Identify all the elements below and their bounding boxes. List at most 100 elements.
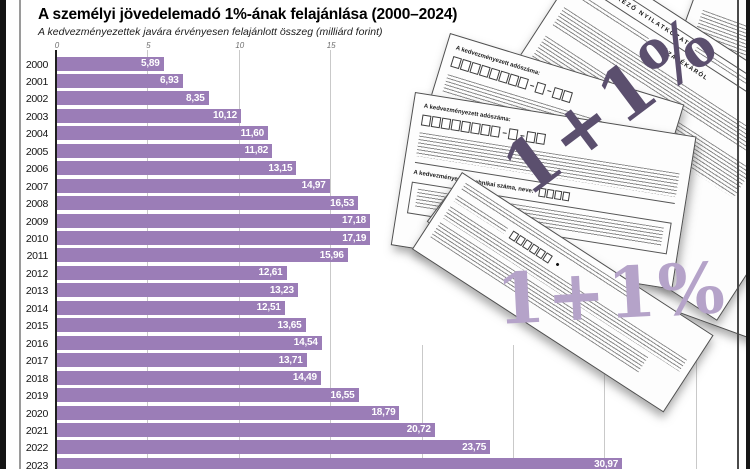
bar-row: 11,60 (57, 126, 269, 141)
bar-value-label: 6,93 (160, 75, 179, 87)
bar-row: 12,51 (57, 300, 285, 315)
bar-value-label: 12,61 (258, 267, 283, 279)
frame-left-line (19, 0, 21, 469)
bar-row: 13,23 (57, 283, 298, 298)
form-checkbox (460, 120, 471, 133)
page-title: A személyi jövedelemadó 1%-ának felajánl… (38, 6, 458, 23)
page-subtitle: A kedvezményezettek javára érvényesen fe… (38, 26, 383, 38)
x-tick-0: 0 (54, 41, 60, 50)
bar-value-label: 23,75 (462, 441, 487, 453)
box-group-dash (547, 90, 552, 93)
year-label: 2018 (25, 372, 48, 385)
form-checkbox (534, 81, 547, 95)
box-group-dash (530, 84, 535, 87)
frame-right-line (737, 0, 739, 469)
bar-row: 15,96 (57, 248, 348, 263)
bar-row: 13,71 (57, 353, 307, 368)
bar-value-label: 5,89 (140, 58, 160, 69)
year-label: 2017 (25, 355, 48, 368)
year-label: 2004 (25, 128, 48, 141)
year-label: 2021 (25, 424, 48, 437)
bar-value-label: 11,60 (240, 127, 265, 139)
bar-value-label: 13,71 (278, 354, 303, 366)
x-tick-10: 10 (235, 41, 245, 50)
x-tick-5: 5 (146, 41, 151, 50)
bar-row: 11,82 (57, 143, 273, 158)
form-checkbox (450, 119, 462, 132)
bar-value-label: 14,97 (301, 180, 326, 192)
bar-value-label: 10,12 (212, 110, 237, 122)
bar-value-label: 18,79 (371, 407, 396, 418)
form-checkbox (517, 76, 529, 90)
year-label: 2010 (25, 233, 48, 245)
form-checkbox (420, 114, 432, 127)
year-label: 2001 (25, 75, 48, 88)
bar-value-label: 8,35 (185, 92, 205, 104)
bar-row: 14,54 (57, 335, 322, 350)
year-label: 2019 (25, 390, 48, 403)
bar-value-label: 15,96 (319, 249, 344, 261)
gridline-25 (513, 345, 514, 469)
bar-value-label: 14,54 (293, 337, 318, 349)
bar-row: 23,75 (57, 440, 491, 455)
bar-row: 12,61 (57, 265, 287, 280)
bar-row: 17,18 (57, 213, 371, 228)
bar-value-label: 13,15 (268, 162, 293, 174)
bar-row: 14,49 (57, 370, 321, 385)
bar-value-label: 16,53 (330, 197, 355, 209)
bar-value-label: 13,23 (269, 284, 294, 296)
bar-value-label: 20,72 (406, 424, 431, 436)
bar-row: 17,19 (57, 231, 371, 245)
bar-value-label: 12,51 (256, 302, 281, 314)
bar-value-label: 17,19 (342, 232, 367, 244)
bar-row: 16,53 (57, 196, 359, 211)
frame-left-edge (0, 0, 6, 469)
year-label: 2012 (25, 267, 48, 280)
gridline-30 (604, 345, 606, 469)
bar-row: 10,12 (57, 108, 241, 123)
year-label: 2002 (25, 93, 48, 106)
year-label: 2022 (25, 442, 48, 455)
bar-row: 18,79 (57, 405, 400, 420)
bar-row: 14,97 (57, 178, 330, 193)
form-checkbox (430, 116, 442, 129)
bar-row: 6,93 (57, 73, 183, 88)
year-label: 2005 (25, 145, 48, 158)
form-checkbox (480, 123, 491, 137)
year-label: 2016 (25, 337, 48, 350)
year-label: 2014 (25, 302, 48, 315)
gridline-20 (421, 345, 423, 469)
year-label: 2013 (25, 285, 48, 298)
gridline-35 (695, 345, 697, 469)
x-tick-15: 15 (326, 41, 336, 50)
bar-row: 16,55 (57, 388, 359, 403)
form-checkbox (440, 117, 452, 130)
bar-row: 20,72 (57, 422, 435, 437)
frame-right-edge (746, 0, 750, 469)
bar-value-label: 16,55 (330, 389, 355, 401)
year-label: 2020 (25, 407, 48, 420)
bar-value-label: 13,65 (277, 319, 302, 331)
year-label: 2009 (25, 215, 48, 228)
bar-value-label: 11,82 (244, 145, 269, 157)
bar-row: 30,97 (57, 457, 623, 469)
form-checkbox (470, 122, 481, 135)
year-label: 2015 (25, 320, 48, 333)
slogan-1plus1-light: 1+1% (493, 246, 729, 341)
bar-value-label: 14,49 (292, 372, 317, 384)
x-axis-zero-line (55, 50, 57, 469)
year-label: 2006 (25, 163, 48, 176)
bar-row: 13,65 (57, 318, 306, 333)
year-label: 2023 (25, 459, 48, 469)
bar-value-label: 17,18 (342, 215, 367, 227)
year-label: 2007 (25, 180, 48, 193)
year-label: 2011 (26, 250, 49, 263)
bar-value-label: 30,97 (594, 459, 619, 469)
year-label: 2008 (25, 198, 48, 211)
year-label: 2000 (25, 58, 48, 71)
year-label: 2003 (25, 110, 48, 123)
bar-row: 8,35 (57, 91, 209, 106)
bar-row: 13,15 (57, 161, 297, 176)
bar-row: 5,89 (57, 56, 164, 71)
